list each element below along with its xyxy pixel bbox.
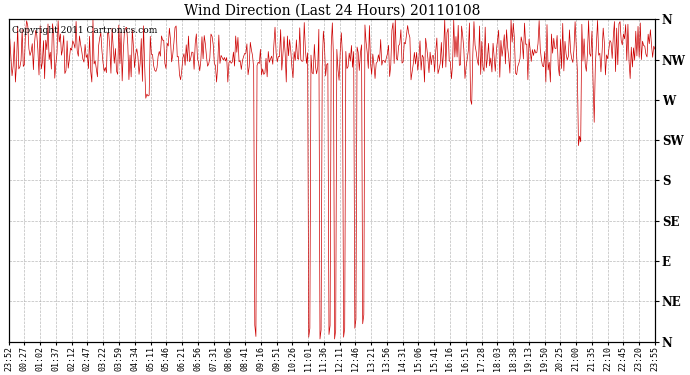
Title: Wind Direction (Last 24 Hours) 20110108: Wind Direction (Last 24 Hours) 20110108	[184, 4, 480, 18]
Text: Copyright 2011 Cartronics.com: Copyright 2011 Cartronics.com	[12, 26, 157, 35]
